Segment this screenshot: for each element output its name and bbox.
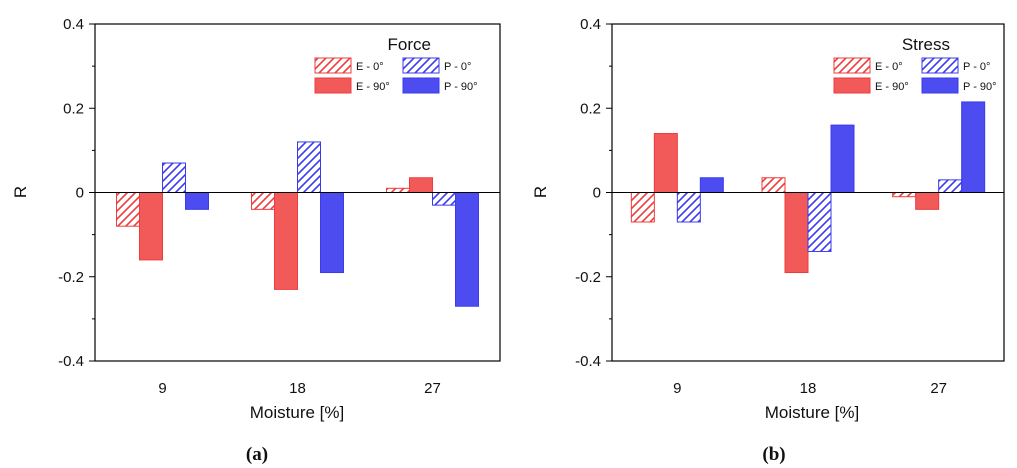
y-axis-title: R <box>531 186 550 198</box>
bar <box>320 192 344 274</box>
bar <box>386 187 410 194</box>
x-axis-title: Moisture [%] <box>765 403 859 422</box>
panel-caption: (a) <box>246 444 268 465</box>
bar <box>116 192 140 227</box>
legend-swatch <box>314 57 352 74</box>
legend-swatch <box>402 77 440 94</box>
bar <box>784 192 809 274</box>
legend-swatch <box>833 57 871 74</box>
y-tick-label: -0.2 <box>58 269 84 286</box>
bar <box>409 177 433 194</box>
y-tick-label: 0.4 <box>580 16 601 33</box>
y-tick-label: -0.4 <box>575 353 601 370</box>
y-axis-title: R <box>11 186 30 198</box>
bar <box>185 192 209 210</box>
bar <box>162 162 186 193</box>
x-tick-label: 9 <box>158 380 166 397</box>
y-axis-ticks: -0.4 -0.2 0 0.2 0.4 <box>58 16 95 370</box>
legend-label: E - 0° <box>875 61 903 73</box>
bar <box>432 192 456 206</box>
legend-label: E - 90° <box>356 81 390 93</box>
bar <box>892 192 917 198</box>
y-tick-label: 0.2 <box>63 100 84 117</box>
panel-force: -0.4 -0.2 0 0.2 0.4 9 18 27 Moisture [%] R For… <box>11 16 501 465</box>
legend-label: P - 90° <box>444 81 478 93</box>
panel-stress: -0.4 -0.2 0 0.2 0.4 9 18 27 Moisture [%] R Str… <box>531 16 1005 465</box>
bars <box>116 141 479 307</box>
bar <box>676 192 701 223</box>
legend: E - 0° P - 0° E - 90° P - 90° <box>833 57 997 94</box>
bar <box>274 192 298 290</box>
y-tick-label: 0 <box>76 185 84 202</box>
legend-swatch <box>921 57 959 74</box>
x-tick-label: 18 <box>800 380 817 397</box>
bar <box>699 177 724 194</box>
x-tick-label: 9 <box>673 380 681 397</box>
panel-caption: (b) <box>762 444 785 465</box>
legend-swatch <box>921 77 959 94</box>
bar <box>915 192 940 210</box>
bar <box>455 192 479 307</box>
legend-swatch <box>833 77 871 94</box>
legend-label: E - 0° <box>356 61 384 73</box>
bar <box>807 192 832 252</box>
bar <box>139 192 163 261</box>
legend-swatch <box>314 77 352 94</box>
legend-label: P - 0° <box>963 61 990 73</box>
x-axis-ticks: 9 18 27 <box>673 380 947 397</box>
bar <box>630 192 655 223</box>
y-tick-label: -0.4 <box>58 353 84 370</box>
panel-title: Stress <box>902 35 950 54</box>
bar <box>761 177 786 194</box>
bar <box>938 179 963 194</box>
x-tick-label: 27 <box>424 380 441 397</box>
bar <box>961 101 986 193</box>
legend-swatch <box>402 57 440 74</box>
x-axis-ticks: 9 18 27 <box>158 380 441 397</box>
x-tick-label: 27 <box>930 380 947 397</box>
x-tick-label: 18 <box>289 380 306 397</box>
bar <box>653 133 678 193</box>
y-axis-ticks: -0.4 -0.2 0 0.2 0.4 <box>575 16 612 370</box>
bar <box>297 141 321 193</box>
legend-label: P - 0° <box>444 61 471 73</box>
y-tick-label: 0 <box>593 185 601 202</box>
y-tick-label: -0.2 <box>575 269 601 286</box>
x-axis-title: Moisture [%] <box>250 403 344 422</box>
bars <box>630 101 986 274</box>
legend: E - 0° P - 0° E - 90° P - 90° <box>314 57 478 94</box>
panel-title: Force <box>388 35 431 54</box>
y-tick-label: 0.4 <box>63 16 84 33</box>
bar <box>830 124 855 193</box>
legend-label: P - 90° <box>963 81 997 93</box>
y-tick-label: 0.2 <box>580 100 601 117</box>
bar <box>251 192 275 210</box>
legend-label: E - 90° <box>875 81 909 93</box>
